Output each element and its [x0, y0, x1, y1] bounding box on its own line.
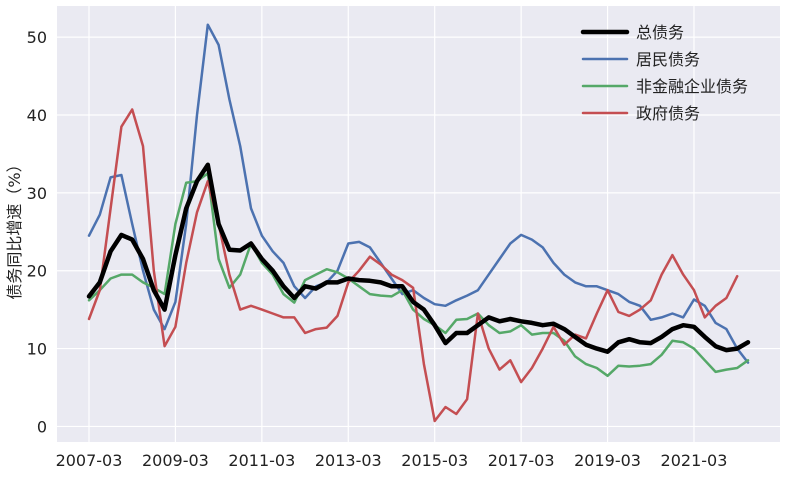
x-tick-label: 2013-03 [315, 451, 382, 470]
legend-label: 居民债务 [636, 50, 700, 69]
legend-label: 总债务 [636, 23, 684, 42]
series-line [86, 162, 751, 354]
legend-label: 政府债务 [636, 104, 700, 123]
y-tick-label: 20 [27, 262, 47, 281]
series-line [87, 108, 739, 423]
y-tick-label: 40 [27, 106, 47, 125]
x-tick-label: 2021-03 [661, 451, 728, 470]
y-axis-label: 债务同比增速（%） [5, 156, 24, 299]
y-tick-label: 0 [37, 417, 47, 436]
x-tick-label: 2007-03 [56, 451, 123, 470]
legend-label: 非金融企业债务 [636, 77, 748, 96]
x-tick-label: 2011-03 [228, 451, 295, 470]
x-tick-label: 2015-03 [401, 451, 468, 470]
x-tick-label: 2009-03 [142, 451, 209, 470]
plot-background [57, 6, 780, 442]
x-tick-label: 2017-03 [488, 451, 555, 470]
series-line [87, 23, 750, 364]
x-tick-label: 2019-03 [574, 451, 641, 470]
y-tick-label: 10 [27, 340, 47, 359]
y-tick-label: 30 [27, 184, 47, 203]
y-tick-label: 50 [27, 28, 47, 47]
